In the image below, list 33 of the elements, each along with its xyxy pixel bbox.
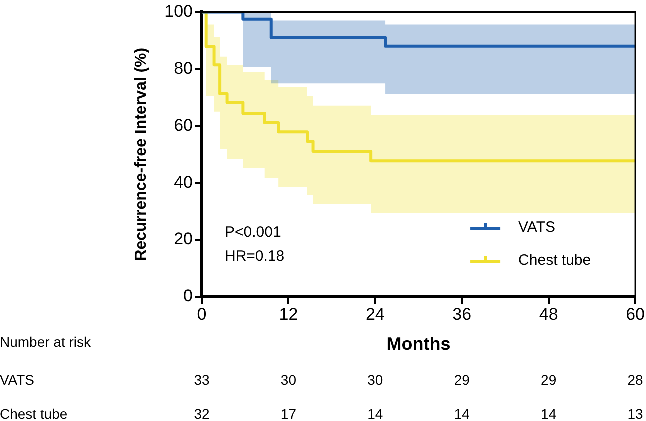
legend-label: Chest tube <box>518 252 592 270</box>
text: 14 <box>541 406 557 421</box>
text: 14 <box>368 406 384 421</box>
text: Chest tube <box>0 406 68 421</box>
y-tick-label: 0 <box>184 286 193 306</box>
text: 32 <box>194 406 210 421</box>
text: 13 <box>628 406 644 421</box>
y-tick-label: 100 <box>164 2 193 21</box>
x-tick-label: 48 <box>539 304 558 324</box>
text: 33 <box>194 372 210 388</box>
y-tick-label: 60 <box>174 116 193 135</box>
x-tick-label: 60 <box>626 304 646 324</box>
text: 30 <box>368 372 384 388</box>
x-tick-label: 36 <box>452 304 472 324</box>
x-tick-label: 0 <box>197 304 207 324</box>
annotation: P<0.001 <box>225 224 282 242</box>
y-tick-label: 20 <box>174 230 193 249</box>
y-axis-title: Recurrence-free Interval (%) <box>133 48 150 262</box>
text: 17 <box>280 406 297 421</box>
x-tick-label: 24 <box>366 304 385 324</box>
annotation: HR=0.18 <box>225 248 285 266</box>
text: VATS <box>0 372 34 388</box>
x-tick-label: 12 <box>279 304 298 324</box>
text: 14 <box>454 406 470 421</box>
text: 28 <box>628 372 644 388</box>
text: 30 <box>280 372 297 388</box>
y-tick-label: 80 <box>174 58 193 78</box>
text: 29 <box>541 372 557 388</box>
text: Number at risk <box>0 334 92 350</box>
text: 29 <box>454 372 470 388</box>
x-axis-title: Months <box>386 334 451 354</box>
y-tick-label: 40 <box>174 172 193 192</box>
legend-label: VATS <box>518 219 556 236</box>
